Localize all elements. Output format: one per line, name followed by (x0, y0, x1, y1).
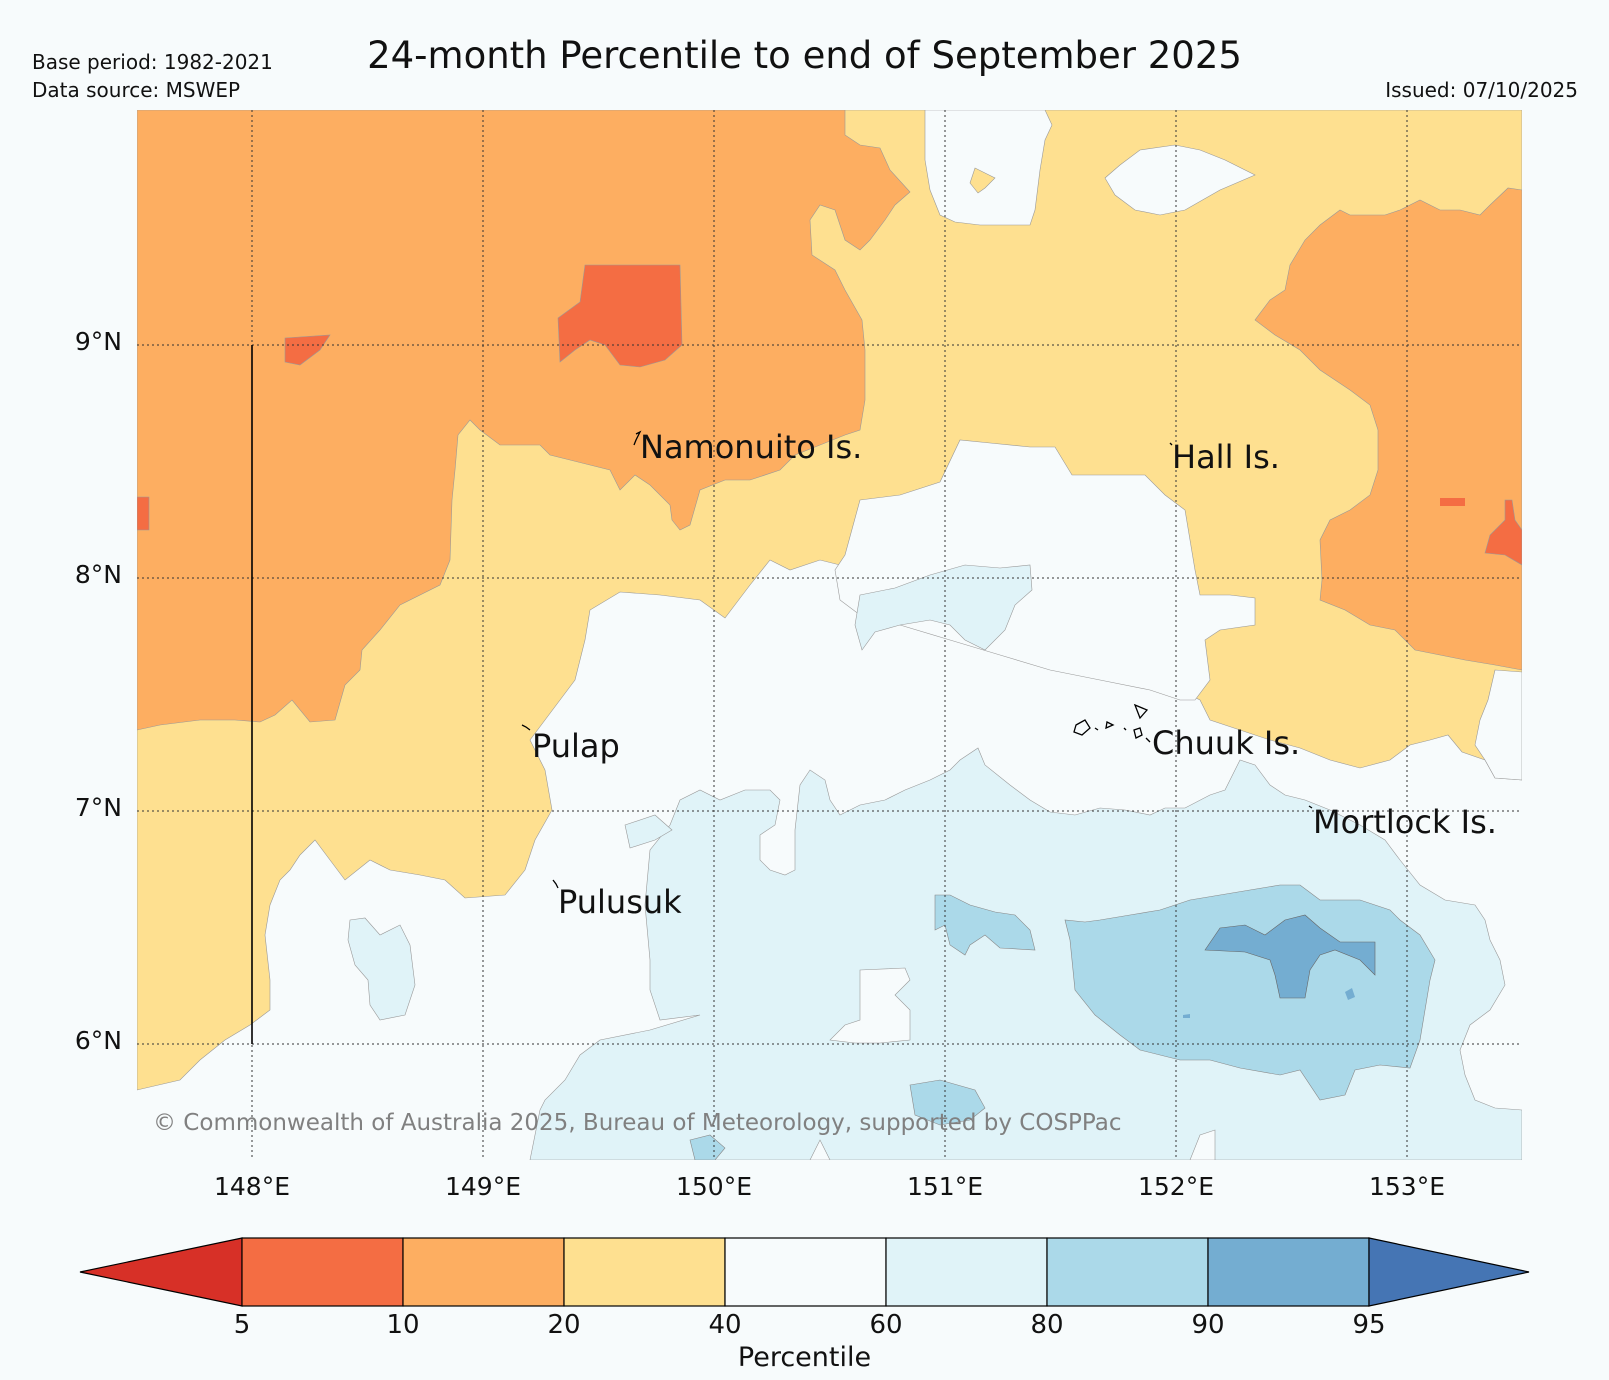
lat-label-6n: 6°N (74, 1026, 122, 1055)
place-label-pulap: Pulap (532, 727, 620, 765)
colorbar-80-90 (1046, 1237, 1209, 1307)
lon-label-149e: 149°E (444, 1172, 521, 1201)
colorbar (79, 1237, 1530, 1307)
colorbar-60-80 (885, 1237, 1048, 1307)
region-90-95 (1204, 914, 1376, 999)
colorbar-10-20 (402, 1237, 565, 1307)
lon-label-150e: 150°E (675, 1172, 752, 1201)
colorbar-above-95 (1368, 1237, 1530, 1307)
region-40-60-hole (829, 967, 911, 1044)
colorbar-90-95 (1207, 1237, 1370, 1307)
percentile-map (137, 110, 1522, 1160)
colorbar-tick-10: 10 (386, 1310, 420, 1340)
lon-label-151e: 151°E (906, 1172, 983, 1201)
colorbar-label: Percentile (737, 1342, 872, 1373)
lat-label-8n: 8°N (74, 560, 122, 589)
data-source-text: Data source: MSWEP (32, 78, 241, 102)
region-40-60-north2 (1104, 144, 1256, 216)
place-label-namonuito: Namonuito Is. (640, 428, 863, 466)
lat-label-7n: 7°N (74, 793, 122, 822)
region-5-10-nw (284, 334, 331, 366)
region-90-95-dot (1345, 988, 1355, 1000)
lon-label-148e: 148°E (213, 1172, 290, 1201)
lon-label-152e: 152°E (1137, 1172, 1214, 1201)
region-40-60-center (834, 439, 1256, 701)
region-90-95-dot2 (1183, 1014, 1190, 1018)
colorbar-below-5 (79, 1237, 243, 1307)
region-60-80-w2 (624, 814, 673, 849)
place-label-hall: Hall Is. (1172, 438, 1280, 476)
map-title: 24-month Percentile to end of September … (367, 34, 1242, 77)
region-40-60-bottom (1189, 1129, 1216, 1160)
copyright-text: © Commonwealth of Australia 2025, Bureau… (153, 1110, 1122, 1136)
colorbar-tick-90: 90 (1191, 1310, 1225, 1340)
region-40-60-ne (1474, 669, 1522, 781)
colorbar-tick-80: 80 (1030, 1310, 1064, 1340)
region-60-80-w (347, 917, 416, 1021)
lon-label-153e: 153°E (1368, 1172, 1445, 1201)
colorbar-40-60 (724, 1237, 887, 1307)
region-10-20-east (1254, 187, 1522, 671)
colorbar-tick-95: 95 (1352, 1310, 1386, 1340)
place-label-mortlock: Mortlock Is. (1313, 803, 1497, 841)
colorbar-tick-60: 60 (869, 1310, 903, 1340)
region-10-20-west (137, 110, 911, 731)
place-label-pulusuk: Pulusuk (558, 883, 682, 921)
lat-label-9n: 9°N (74, 327, 122, 356)
region-5-10-e2 (1440, 498, 1465, 506)
colorbar-20-40 (563, 1237, 726, 1307)
region-5-10-w (137, 496, 150, 531)
island-outlines (521, 430, 1313, 889)
base-period-text: Base period: 1982-2021 (32, 50, 273, 74)
colorbar-tick-40: 40 (708, 1310, 742, 1340)
region-40-60-north (924, 110, 1053, 226)
place-label-chuuk: Chuuk Is. (1152, 724, 1301, 762)
region-60-80-mid (854, 564, 1033, 651)
region-5-10-e (1484, 499, 1522, 566)
region-80-90-mid (934, 894, 1036, 956)
region-20-40-dots (969, 167, 996, 194)
region-40-60-bottom2 (809, 1139, 831, 1160)
colorbar-5-10 (241, 1237, 404, 1307)
issued-date-text: Issued: 07/10/2025 (1385, 78, 1578, 102)
colorbar-tick-20: 20 (547, 1310, 581, 1340)
region-80-90-east (1064, 884, 1436, 1101)
region-80-90-south (909, 1079, 986, 1126)
colorbar-tick-5: 5 (233, 1310, 251, 1340)
region-80-90-sw (689, 1134, 726, 1160)
